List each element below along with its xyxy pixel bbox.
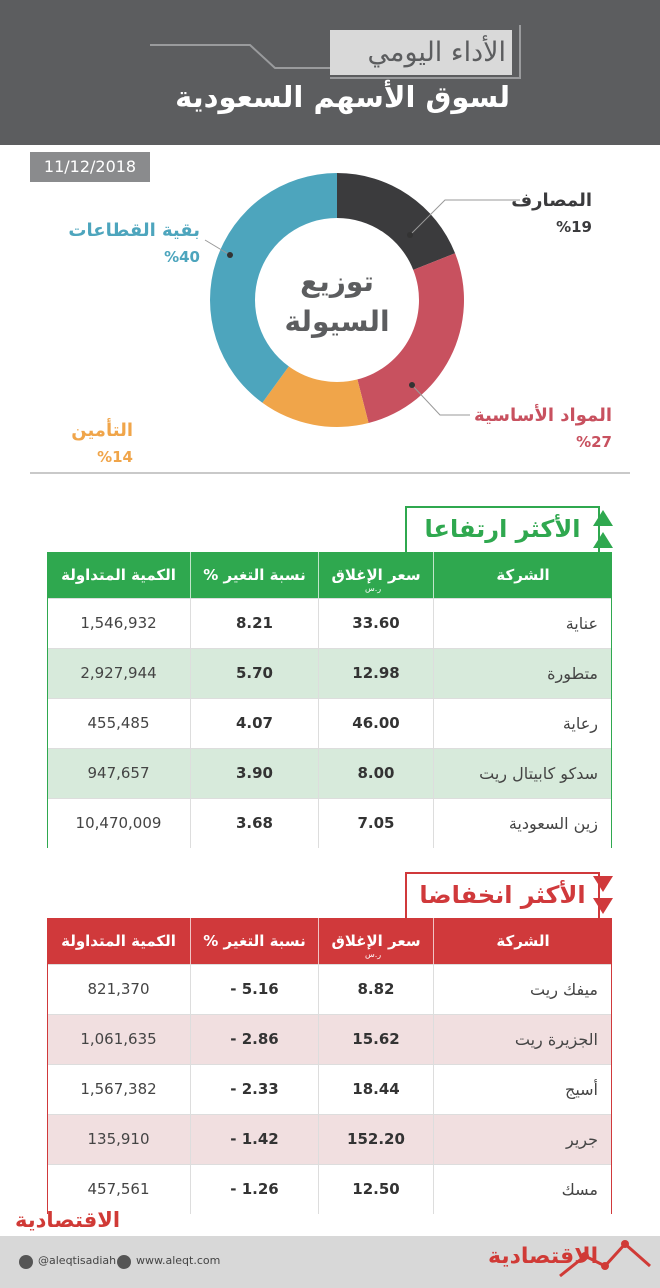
leader-dot bbox=[409, 382, 415, 388]
table-title: الأكثر ارتفاعا bbox=[405, 506, 600, 552]
table-cell: 8.00 bbox=[318, 748, 433, 798]
table-cell: 12.50 bbox=[318, 1164, 433, 1214]
table-cell: 152.20 bbox=[318, 1114, 433, 1164]
table-title: الأكثر انخفاضا bbox=[405, 872, 600, 918]
table-cell: الجزيرة ريت bbox=[433, 1014, 612, 1064]
table-cell: 46.00 bbox=[318, 698, 433, 748]
table-cell: جرير bbox=[433, 1114, 612, 1164]
table-row bbox=[48, 1164, 611, 1214]
table-cell: 135,910 bbox=[87, 1130, 150, 1148]
table-cell: - 1.26 bbox=[190, 1164, 318, 1214]
table-cell: 821,370 bbox=[87, 980, 150, 998]
table-row bbox=[48, 698, 611, 748]
segment-value: %19 bbox=[556, 218, 592, 236]
column-header: سعر الإغلاق bbox=[318, 918, 433, 964]
date: 11/12/2018 bbox=[30, 152, 150, 182]
table-cell: 8.82 bbox=[318, 964, 433, 1014]
table-row bbox=[48, 598, 611, 648]
separator bbox=[30, 472, 630, 474]
table-cell: 3.68 bbox=[190, 798, 318, 848]
segment-value: %40 bbox=[164, 248, 200, 266]
table-cell: 15.62 bbox=[318, 1014, 433, 1064]
table-cell: 4.07 bbox=[190, 698, 318, 748]
trend-arrows bbox=[593, 876, 613, 914]
twitter-handle: @aleqtisadiah bbox=[38, 1254, 117, 1267]
table-cell: رعاية bbox=[433, 698, 612, 748]
table-cell: مسك bbox=[433, 1164, 612, 1214]
currency-note: ر.س bbox=[365, 950, 382, 959]
table-header-bg bbox=[47, 552, 612, 598]
table-row bbox=[48, 1114, 611, 1164]
donut-segment bbox=[262, 366, 369, 427]
segment-label: التأمين bbox=[71, 420, 133, 441]
column-header: سعر الإغلاق bbox=[318, 552, 433, 598]
segment-label: المواد الأساسية bbox=[474, 405, 612, 426]
segment-value: %27 bbox=[576, 433, 612, 451]
table-cell: 7.05 bbox=[318, 798, 433, 848]
table-cell: 1,061,635 bbox=[80, 1030, 157, 1048]
header-title: لسوق الأسهم السعودية bbox=[175, 80, 510, 114]
currency-note: ر.س bbox=[365, 584, 382, 593]
segment-label: بقية القطاعات bbox=[68, 220, 200, 241]
table-cell: 2,927,944 bbox=[80, 664, 157, 682]
column-header: الشركة bbox=[433, 918, 612, 964]
table-cell: زين السعودية bbox=[433, 798, 612, 848]
donut-title: توزيع السيولة bbox=[284, 265, 390, 338]
leader-dot bbox=[227, 252, 233, 258]
table-cell: - 2.33 bbox=[190, 1064, 318, 1114]
table-cell: 18.44 bbox=[318, 1064, 433, 1114]
table-cell: سدكو كابيتال ريت bbox=[433, 748, 612, 798]
table-cell: 1,567,382 bbox=[80, 1080, 157, 1098]
brand-mark: الاقتصادية bbox=[15, 1208, 121, 1232]
table-cell: 3.90 bbox=[190, 748, 318, 798]
table-cell: 1,546,932 bbox=[80, 614, 157, 632]
column-header: الكمية المتداولة bbox=[61, 566, 176, 584]
column-header: الشركة bbox=[433, 552, 612, 598]
table-cell: - 2.86 bbox=[190, 1014, 318, 1064]
donut-chart bbox=[204, 173, 520, 427]
table-cell: أسيج bbox=[433, 1064, 612, 1114]
table-row bbox=[48, 648, 611, 698]
table-row bbox=[48, 748, 611, 798]
column-header: الكمية المتداولة bbox=[61, 932, 176, 950]
table-cell: 5.70 bbox=[190, 648, 318, 698]
column-header: نسبة التغير % bbox=[190, 918, 318, 964]
table-row bbox=[48, 1064, 611, 1114]
donut-segment bbox=[210, 173, 337, 403]
leader-line bbox=[411, 384, 470, 416]
table-cell: 12.98 bbox=[318, 648, 433, 698]
table-row bbox=[48, 798, 611, 848]
website: www.aleqt.com bbox=[136, 1254, 221, 1267]
table-cell: 947,657 bbox=[87, 764, 150, 782]
table-cell: عناية bbox=[433, 598, 612, 648]
segment-value: %14 bbox=[97, 448, 133, 466]
table-cell: - 1.42 bbox=[190, 1114, 318, 1164]
table-cell: 455,485 bbox=[87, 714, 150, 732]
table-cell: 33.60 bbox=[318, 598, 433, 648]
table-cell: 10,470,009 bbox=[75, 814, 162, 832]
header-band: الأداء اليومي لسوق الأسهم السعودية bbox=[0, 0, 660, 145]
table-cell: 457,561 bbox=[87, 1180, 150, 1198]
donut-segment bbox=[337, 173, 456, 270]
footer: @aleqtisadiah www.aleqt.com الاقتصادية bbox=[0, 1236, 660, 1288]
segment-label: المصارف bbox=[511, 190, 592, 211]
trend-arrows bbox=[593, 510, 613, 548]
leader-dot bbox=[407, 232, 413, 238]
table-row bbox=[48, 1014, 611, 1064]
table-cell: متطورة bbox=[433, 648, 612, 698]
table-cell: - 5.16 bbox=[190, 964, 318, 1014]
column-header: نسبة التغير % bbox=[190, 552, 318, 598]
leader-line bbox=[204, 239, 231, 256]
table-cell: ميفك ريت bbox=[433, 964, 612, 1014]
header-kicker: الأداء اليومي bbox=[330, 30, 512, 75]
footer-logo: الاقتصادية bbox=[488, 1244, 599, 1269]
table-header-bg bbox=[47, 918, 612, 964]
header-lines bbox=[150, 25, 521, 79]
table-row bbox=[48, 964, 611, 1014]
table-cell: 8.21 bbox=[190, 598, 318, 648]
leader-line bbox=[409, 199, 520, 236]
donut-segment bbox=[357, 253, 464, 424]
footer-art bbox=[19, 1240, 651, 1278]
